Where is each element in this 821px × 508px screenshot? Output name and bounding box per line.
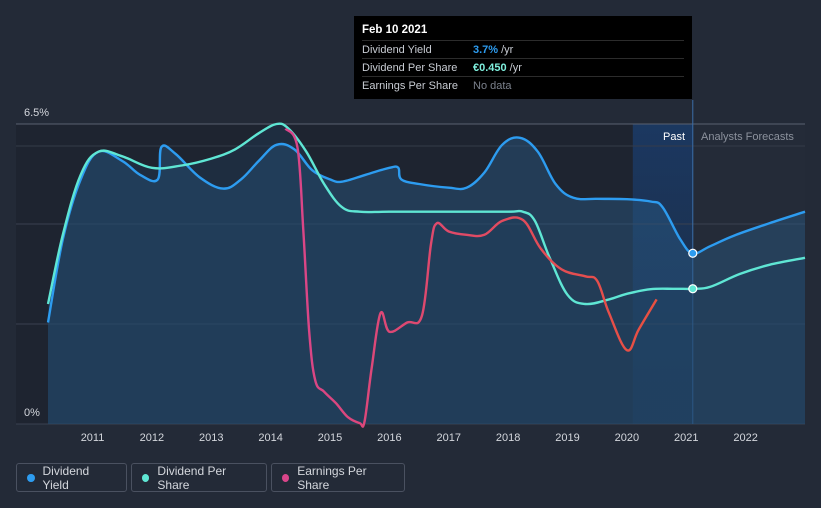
legend-item-earnings-per-share[interactable]: Earnings Per Share [271, 463, 405, 492]
y-axis-top-label: 6.5% [24, 107, 49, 119]
legend-label: Dividend Per Share [157, 463, 227, 492]
tooltip: Feb 10 2021 Dividend Yield 3.7% /yr Divi… [354, 16, 692, 99]
x-tick-label: 2013 [199, 432, 223, 444]
earnings-per-share-line [284, 127, 658, 428]
tooltip-value: €0.450 [473, 61, 507, 74]
dividend-yield-marker [688, 248, 698, 258]
past-band [632, 124, 693, 424]
dividend-per-share-marker [688, 284, 698, 294]
tooltip-label: Dividend Per Share [362, 61, 458, 74]
legend: Dividend Yield Dividend Per Share Earnin… [16, 463, 409, 492]
legend-dot-icon [27, 473, 35, 482]
dividend-per-share-line [46, 122, 806, 306]
tooltip-value: 3.7% [473, 43, 499, 56]
tooltip-value: No data [473, 79, 512, 92]
dividend-per-share-area [48, 123, 805, 424]
tooltip-unit: /yr [509, 61, 522, 74]
tooltip-date: Feb 10 2021 [362, 24, 428, 36]
gridlines [16, 100, 805, 425]
x-tick-label: 2017 [437, 432, 461, 444]
x-tick-label: 2022 [733, 432, 757, 444]
tooltip-row-dividend-per-share: Dividend Per Share €0.450 /yr [362, 58, 684, 76]
legend-dot-icon [142, 473, 150, 482]
axes: 2011 2012 2013 2014 2015 2016 2017 2018 2019 2020… [81, 432, 758, 444]
tooltip-unit: /yr [501, 43, 514, 56]
x-tick-label: 2012 [140, 432, 164, 444]
legend-item-dividend-yield[interactable]: Dividend Yield [16, 463, 127, 492]
x-tick-label: 2011 [81, 432, 105, 444]
series-lines [46, 122, 806, 428]
past-region-label: Past [663, 131, 685, 143]
x-tick-label: 2021 [674, 432, 698, 444]
forecast-region [692, 124, 805, 424]
tooltip-label: Dividend Yield [362, 43, 432, 56]
x-tick-label: 2019 [555, 432, 579, 444]
series-markers [688, 248, 698, 294]
legend-item-dividend-per-share[interactable]: Dividend Per Share [131, 463, 267, 492]
x-tick-label: 2016 [377, 432, 401, 444]
plot-background [16, 124, 805, 424]
legend-label: Dividend Yield [42, 463, 90, 492]
forecast-region-label: Analysts Forecasts [701, 131, 794, 143]
tooltip-label: Earnings Per Share [362, 79, 458, 92]
legend-dot-icon [282, 473, 290, 482]
dividend-yield-line [46, 136, 806, 323]
y-axis-bottom-label: 0% [24, 407, 40, 419]
x-tick-label: 2015 [318, 432, 342, 444]
x-tick-label: 2020 [615, 432, 639, 444]
legend-label: Earnings Per Share [297, 463, 367, 492]
x-tick-label: 2018 [496, 432, 520, 444]
x-tick-label: 2014 [258, 432, 282, 444]
tooltip-row-dividend-yield: Dividend Yield 3.7% /yr [362, 40, 684, 58]
tooltip-row-earnings-per-share: Earnings Per Share No data [362, 76, 684, 94]
